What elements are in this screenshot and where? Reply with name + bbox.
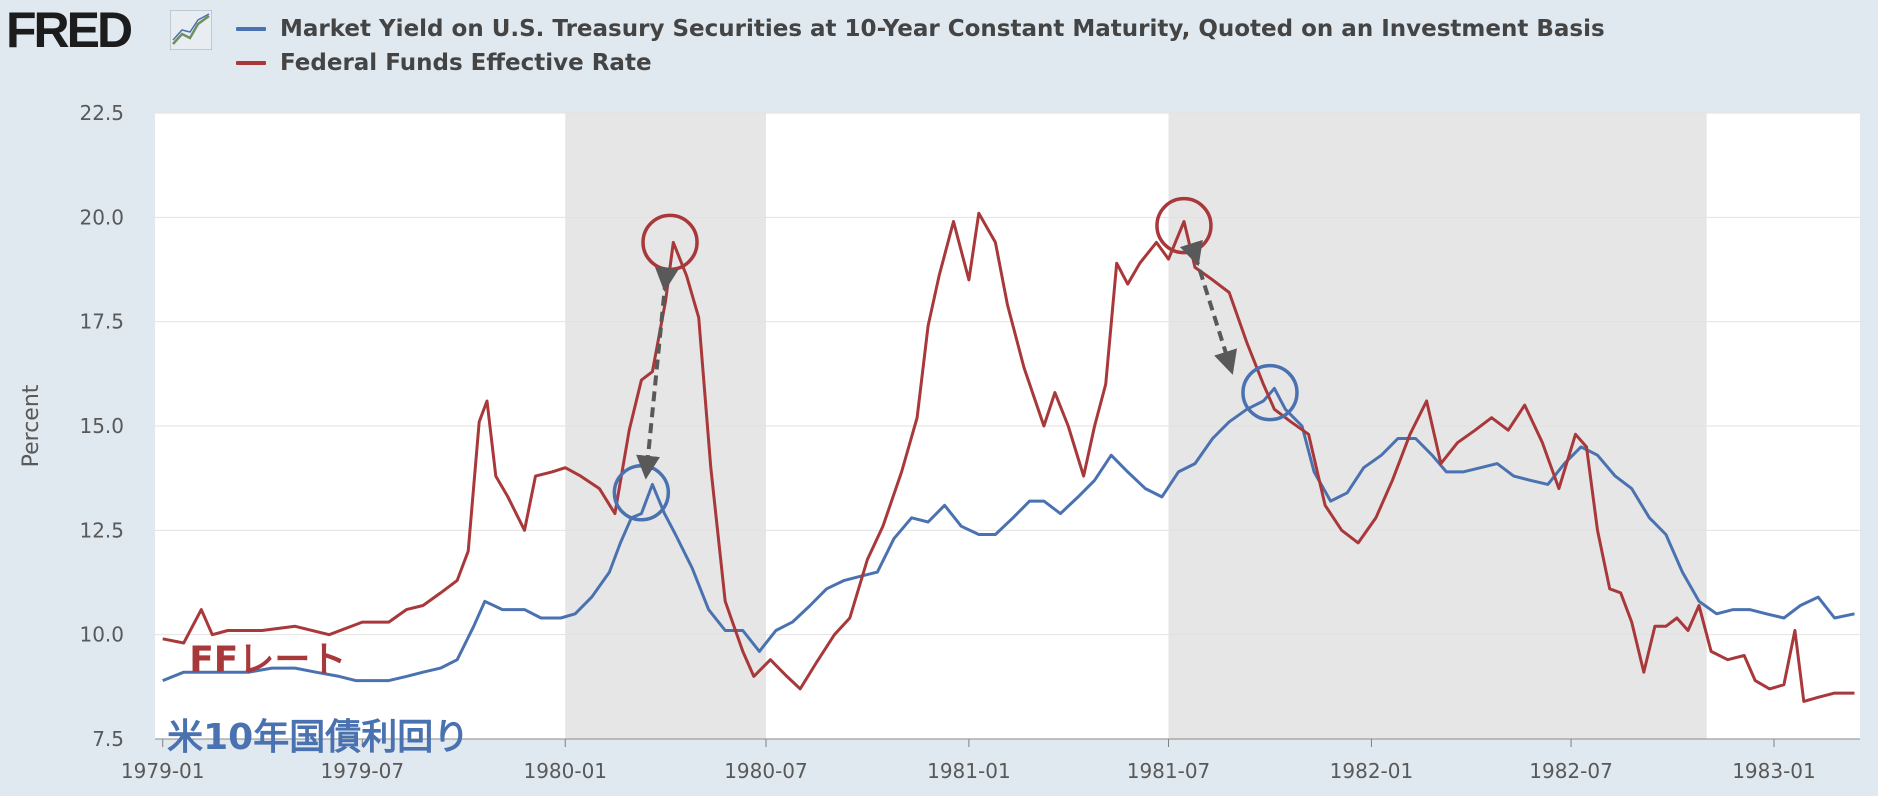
annotation-ffr: FFレート <box>189 640 346 681</box>
x-tick-label: 1983-01 <box>1732 759 1816 783</box>
y-tick-label: 12.5 <box>79 518 124 542</box>
legend-label-ffr: Federal Funds Effective Rate <box>280 50 652 76</box>
x-tick-label: 1981-01 <box>927 759 1011 783</box>
x-tick-label: 1979-07 <box>321 759 405 783</box>
x-tick-label: 1981-07 <box>1127 759 1211 783</box>
y-tick-label: 7.5 <box>92 727 124 751</box>
y-tick-labels: 7.5 10.0 12.5 15.0 17.5 20.0 22.5 <box>79 101 124 751</box>
series-line-ffr <box>162 211 1855 703</box>
highlight-circle-teny <box>1241 363 1299 422</box>
legend-item-ffr[interactable]: Federal Funds Effective Rate <box>236 46 1605 80</box>
y-tick-label: 22.5 <box>79 101 124 125</box>
fred-logo-text: FRED <box>6 2 133 58</box>
x-tick-label: 1982-01 <box>1330 759 1414 783</box>
arrows <box>636 239 1238 480</box>
x-tick-label: 1980-07 <box>724 759 808 783</box>
x-tick-labels: 1979-01 1979-07 1980-01 1980-07 1981-01 1981-… <box>121 738 1860 783</box>
y-tick-label: 17.5 <box>79 310 124 334</box>
y-axis-title: Percent <box>19 384 44 467</box>
y-tick-label: 20.0 <box>79 205 124 229</box>
fred-graph-icon <box>170 10 212 50</box>
y-tick-label: 10.0 <box>79 623 124 647</box>
x-tick-label: 1979-01 <box>121 759 205 783</box>
x-tick-label: 1982-07 <box>1529 759 1613 783</box>
legend-item-teny[interactable]: Market Yield on U.S. Treasury Securities… <box>236 12 1605 46</box>
y-tick-label: 15.0 <box>79 414 124 438</box>
fred-logo: FRED <box>6 2 133 58</box>
legend: Market Yield on U.S. Treasury Securities… <box>236 12 1605 80</box>
legend-swatch-ffr <box>236 61 266 65</box>
annotation-teny: 米10年国債利回り <box>167 717 469 758</box>
legend-swatch-teny <box>236 27 266 31</box>
legend-label-teny: Market Yield on U.S. Treasury Securities… <box>280 16 1605 42</box>
x-tick-label: 1980-01 <box>523 759 607 783</box>
double-arrow-1 <box>1179 239 1238 375</box>
series-lines <box>162 211 1855 703</box>
